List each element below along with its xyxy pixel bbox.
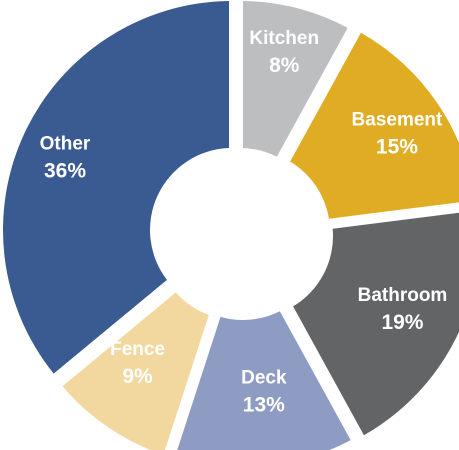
slice-bathroom <box>293 212 459 436</box>
slice-value-deck: 13% <box>243 393 285 416</box>
donut-labels: Kitchen 8% Basement 15% Bathroom 19% Deck 13% Fe… <box>40 28 448 416</box>
slice-value-kitchen: 8% <box>269 54 300 77</box>
slice-value-bathroom: 19% <box>381 311 423 334</box>
slice-value-basement: 15% <box>376 136 418 159</box>
slice-value-fence: 9% <box>122 365 153 388</box>
slice-value-other: 36% <box>44 159 86 182</box>
slice-fence <box>62 292 209 450</box>
slice-label-other: Other <box>40 133 91 154</box>
slice-basement <box>290 32 459 219</box>
slice-other <box>2 1 230 374</box>
slice-label-basement: Basement <box>352 110 443 131</box>
slice-label-fence: Fence <box>110 339 165 360</box>
slice-label-bathroom: Bathroom <box>358 285 448 306</box>
slice-kitchen <box>242 1 348 157</box>
slice-label-kitchen: Kitchen <box>249 28 319 49</box>
slice-label-deck: Deck <box>241 367 287 388</box>
slice-deck <box>177 311 351 450</box>
